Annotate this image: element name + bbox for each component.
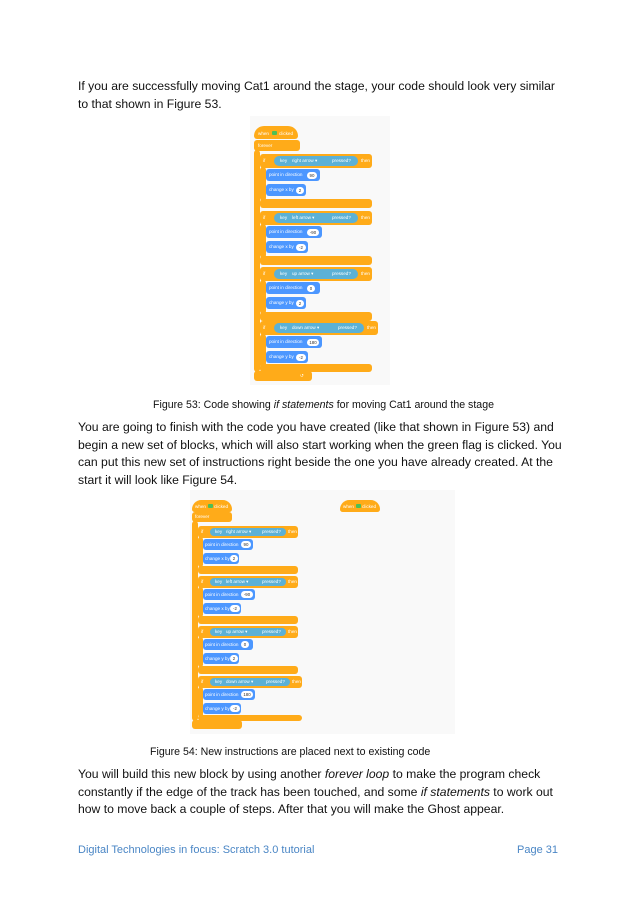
figure-54-image: when clicked forever if key right arrow … [190,490,455,734]
change-x-block: change x by 2 [266,184,306,196]
forever-end [192,720,242,729]
green-flag-icon [272,131,277,135]
point-in-direction-block: point in direction 180 [203,689,255,700]
if-end [198,566,298,574]
forever-block: forever [192,512,232,522]
point-in-direction-block: point in direction 0 [266,282,320,294]
forever-loop-paragraph: You will build this new block by using a… [78,767,553,817]
if-end [260,199,372,208]
figure-54-caption: Figure 54: New instructions are placed n… [150,746,431,758]
forever-end: ↺ [254,371,312,381]
change-x-block: change x by -2 [203,603,241,614]
figure-53-caption: Figure 53: Code showing if statements fo… [153,399,494,411]
change-y-block: change y by -2 [266,351,308,363]
if-down-block: if key down arrow ▾ pressed? then [198,676,302,688]
forever-arm [254,150,260,372]
if-end [260,364,372,372]
if-right-block: if key right arrow ▾ pressed? then [260,154,372,168]
when-flag-clicked-block: when clicked [254,126,298,139]
key-pressed-sensing: key down arrow ▾ pressed? [274,323,364,333]
intro-paragraph: If you are successfully moving Cat1 arou… [78,79,555,111]
point-in-direction-block: point in direction 90 [203,539,253,550]
when-flag-clicked-block: when clicked [192,500,232,512]
green-flag-icon [356,504,361,508]
forever-arm [192,521,198,721]
if-end [260,256,372,265]
change-x-block: change x by -2 [266,241,308,253]
if-end [198,715,302,721]
key-pressed-sensing: key up arrow ▾ pressed? [210,628,286,636]
key-pressed-sensing: key up arrow ▾ pressed? [274,269,358,279]
clicked-label: clicked [279,131,294,136]
point-in-direction-block: point in direction -90 [266,226,322,238]
if-end [260,312,372,321]
if-left-block: if key left arrow ▾ pressed? then [198,576,298,588]
key-pressed-sensing: key down arrow ▾ pressed? [210,678,290,686]
key-pressed-sensing: key left arrow ▾ pressed? [210,578,286,586]
key-pressed-sensing: key right arrow ▾ pressed? [210,528,286,536]
key-pressed-sensing: key left arrow ▾ pressed? [274,213,358,223]
page-number: Page 31 [517,844,558,856]
footer-title: Digital Technologies in focus: Scratch 3… [78,844,315,856]
point-in-direction-block: point in direction -90 [203,589,255,600]
green-flag-icon [208,504,213,508]
if-end [198,616,298,624]
if-arm [260,280,266,314]
change-x-block: change x by 2 [203,553,239,564]
change-y-block: change y by -2 [203,703,241,714]
if-arm [260,224,266,258]
if-arm [198,687,203,717]
if-down-block: if key down arrow ▾ pressed? then [260,321,378,335]
if-arm [260,334,266,368]
if-left-block: if key left arrow ▾ pressed? then [260,211,372,225]
point-in-direction-block: point in direction 0 [203,639,253,650]
instructions-paragraph: You are going to finish with the code yo… [78,420,562,487]
new-when-flag-clicked-block: when clicked [340,500,380,512]
if-up-block: if key up arrow ▾ pressed? then [260,267,372,281]
point-in-direction-block: point in direction 180 [266,336,322,348]
change-y-block: change y by 2 [266,297,306,309]
forever-block: forever [254,140,300,151]
point-in-direction-block: point in direction 90 [266,169,320,181]
when-label: when [258,131,269,136]
figure-53-image: when clicked forever ↺ if key right arro… [250,116,390,385]
change-y-block: change y by 2 [203,653,239,664]
if-right-block: if key right arrow ▾ pressed? then [198,526,298,538]
if-arm [198,587,203,617]
if-arm [198,537,203,567]
loop-arrow-icon: ↺ [300,373,304,378]
if-arm [260,167,266,201]
key-pressed-sensing: key right arrow ▾ pressed? [274,156,358,166]
if-end [198,666,298,674]
if-up-block: if key up arrow ▾ pressed? then [198,626,298,638]
if-arm [198,637,203,667]
